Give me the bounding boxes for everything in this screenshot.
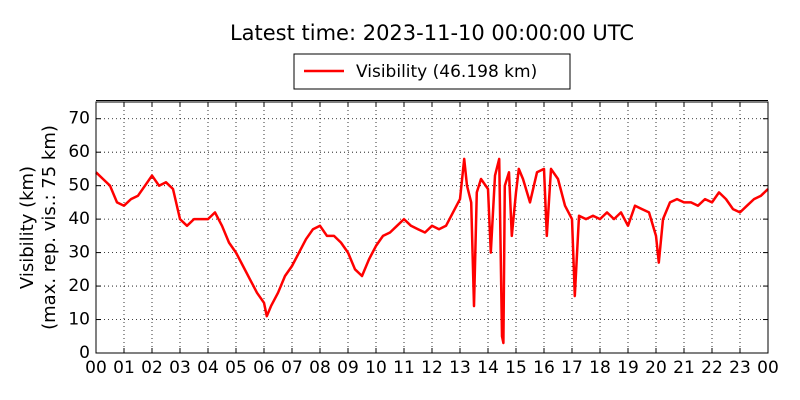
plot-frame — [95, 101, 769, 354]
chart-title: Latest time: 2023-11-10 00:00:00 UTC — [230, 21, 634, 45]
x-tick-label: 05 — [225, 358, 247, 378]
y-tick-label: 40 — [68, 209, 90, 229]
x-tick-label: 16 — [533, 358, 555, 378]
x-tick-label: 20 — [645, 358, 667, 378]
x-tick-label: 06 — [253, 358, 275, 378]
y-tick-label: 60 — [68, 142, 90, 162]
x-tick-label: 19 — [617, 358, 639, 378]
y-tick-label: 20 — [68, 276, 90, 296]
x-tick-label: 04 — [197, 358, 219, 378]
y-tick-label: 0 — [79, 343, 90, 363]
y-tick-label: 30 — [68, 243, 90, 263]
x-tick-label: 00 — [757, 358, 779, 378]
x-tick-label: 22 — [701, 358, 723, 378]
y-axis-label: Visibility (km) — [17, 166, 38, 289]
x-tick-label: 13 — [449, 358, 471, 378]
y-tick-label: 50 — [68, 176, 90, 196]
legend-label: Visibility (46.198 km) — [356, 62, 537, 82]
x-tick-label: 15 — [505, 358, 527, 378]
x-tick-label: 10 — [365, 358, 387, 378]
y-tick-label: 70 — [68, 109, 90, 129]
x-tick-label: 00 — [85, 358, 107, 378]
x-tick-label: 02 — [141, 358, 163, 378]
data-line — [95, 157, 769, 345]
x-tick-label: 23 — [729, 358, 751, 378]
x-tick-label: 08 — [309, 358, 331, 378]
x-tick-label: 18 — [589, 358, 611, 378]
x-tick-label: 21 — [673, 358, 695, 378]
x-tick-label: 14 — [477, 358, 499, 378]
x-tick-label: 03 — [169, 358, 191, 378]
x-tick-label: 12 — [421, 358, 443, 378]
x-tick-label: 17 — [561, 358, 583, 378]
x-tick-label: 01 — [113, 358, 135, 378]
y-tick-label: 10 — [68, 310, 90, 330]
x-tick-label: 09 — [337, 358, 359, 378]
y-axis-label: (max. rep. vis.: 75 km) — [39, 125, 60, 330]
x-tick-label: 11 — [393, 358, 415, 378]
x-tick-label: 07 — [281, 358, 303, 378]
